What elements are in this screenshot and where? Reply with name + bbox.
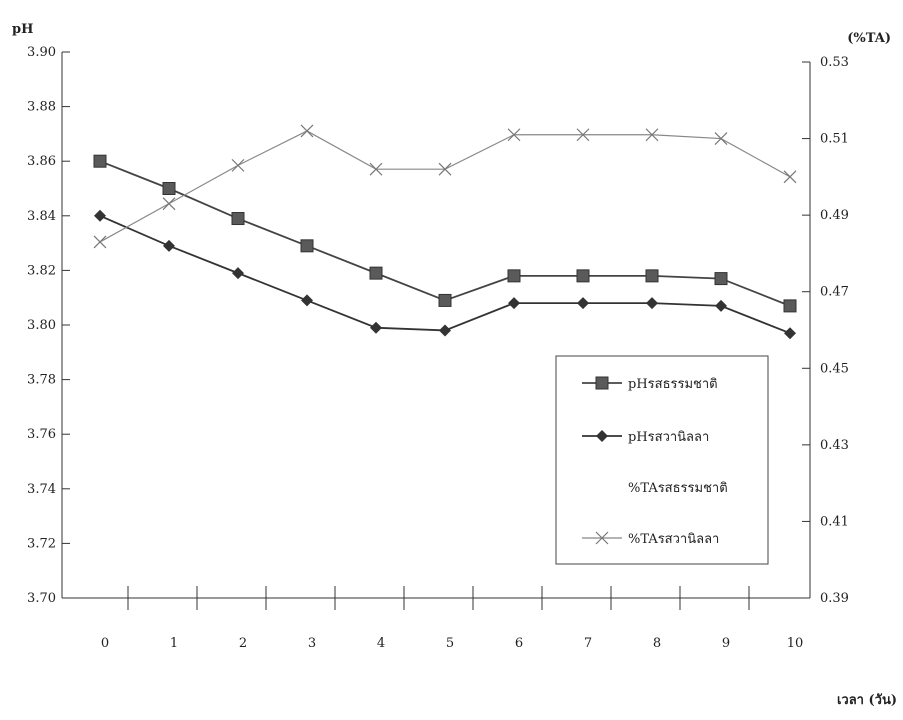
legend-item: pHรสวานิลลา xyxy=(582,430,709,445)
legend-item: %TAรสวานิลลา xyxy=(582,531,719,547)
legend-box xyxy=(555,355,769,565)
data-point xyxy=(508,297,520,310)
y-left-tick-label: 3.78 xyxy=(27,373,56,388)
series-line xyxy=(99,160,791,307)
y-right-tick-label: 0.53 xyxy=(820,55,849,70)
y-right-tick-label: 0.51 xyxy=(820,132,849,147)
series-line xyxy=(99,130,791,243)
series-layer xyxy=(93,124,797,340)
data-point xyxy=(507,269,521,283)
series-2 xyxy=(94,209,796,340)
data-point xyxy=(438,162,452,176)
y-right-tick-label: 0.39 xyxy=(820,591,849,606)
y-right-tick-label: 0.49 xyxy=(820,208,849,223)
data-point xyxy=(595,531,609,545)
data-point xyxy=(163,239,175,252)
y-left-tick-label: 3.82 xyxy=(27,263,56,278)
data-point xyxy=(231,158,245,172)
y-left-tick-label: 3.72 xyxy=(27,536,56,551)
data-point xyxy=(507,128,521,142)
data-point xyxy=(783,299,797,313)
legend: pHรสธรรมชาติ pHรสวานิลลา %TAรสธรรมชาติ %TAร… xyxy=(555,355,769,565)
data-point xyxy=(596,430,608,442)
data-point xyxy=(93,235,107,249)
data-point xyxy=(646,297,658,310)
y-left-axis-title: pH xyxy=(12,22,33,37)
x-tick-label: 2 xyxy=(239,636,247,651)
data-point xyxy=(94,209,106,222)
y-right-tick-label: 0.47 xyxy=(820,285,849,300)
data-point xyxy=(231,212,245,226)
y-left-tick-label: 3.90 xyxy=(27,45,56,60)
data-point xyxy=(714,132,728,145)
x-tick-label: 3 xyxy=(308,636,316,651)
data-point xyxy=(438,293,452,307)
series-1 xyxy=(93,154,797,313)
data-point xyxy=(784,327,796,340)
y-left-tick-label: 3.86 xyxy=(27,154,56,169)
data-point xyxy=(162,197,176,211)
legend-item: pHรสธรรมชาติ xyxy=(582,376,718,392)
data-point xyxy=(595,376,609,390)
y-left-tick-label: 3.74 xyxy=(27,482,56,497)
data-point xyxy=(576,128,590,142)
x-tick-label: 8 xyxy=(653,636,661,651)
data-point xyxy=(439,324,451,337)
legend-item: %TAรสธรรมชาติ xyxy=(628,481,728,496)
data-point xyxy=(369,266,383,280)
data-point xyxy=(783,170,797,184)
series-line xyxy=(99,214,791,335)
data-point xyxy=(577,297,589,310)
y-left-tick-label: 3.70 xyxy=(27,591,56,606)
data-point xyxy=(93,154,107,168)
data-point xyxy=(300,124,314,138)
data-point xyxy=(645,269,659,283)
y-left-tick-label: 3.76 xyxy=(27,427,56,442)
y-right-tick-label: 0.45 xyxy=(820,361,849,376)
y-right-tick-label: 0.43 xyxy=(820,438,849,453)
data-point xyxy=(715,299,727,312)
x-tick-label: 6 xyxy=(515,636,523,651)
x-axis-title: เวลา (วัน) xyxy=(837,693,897,708)
x-tick-label: 9 xyxy=(722,636,730,651)
y-left-tick-label: 3.88 xyxy=(27,100,56,115)
data-point xyxy=(232,267,244,280)
y-right-axis-title: (%TA) xyxy=(847,31,891,46)
x-tick-label: 1 xyxy=(170,636,178,651)
y-right-tick-label: 0.41 xyxy=(820,514,849,529)
data-point xyxy=(369,162,383,176)
x-tick-label: 10 xyxy=(787,636,804,651)
x-tick-label: 0 xyxy=(101,636,109,651)
series-4 xyxy=(93,124,797,249)
data-point xyxy=(370,321,382,334)
legend-label: pHรสวานิลลา xyxy=(628,430,709,445)
data-point xyxy=(301,294,313,307)
y-left-tick-label: 3.84 xyxy=(27,209,56,224)
x-tick-label: 4 xyxy=(377,636,385,651)
data-point xyxy=(300,239,314,253)
data-point xyxy=(714,272,728,286)
x-tick-label: 5 xyxy=(446,636,454,651)
legend-label: pHรสธรรมชาติ xyxy=(628,377,718,392)
legend-label: %TAรสธรรมชาติ xyxy=(628,481,728,496)
data-point xyxy=(162,182,176,195)
y-left-tick-label: 3.80 xyxy=(27,318,56,333)
legend-label: %TAรสวานิลลา xyxy=(628,532,719,547)
data-point xyxy=(576,269,590,283)
data-point xyxy=(645,128,659,142)
x-tick-label: 7 xyxy=(584,636,592,651)
axes: 3.90 3.88 3.86 3.84 3.82 3.80 3.78 3.76 3.74 3.72… xyxy=(27,45,849,651)
